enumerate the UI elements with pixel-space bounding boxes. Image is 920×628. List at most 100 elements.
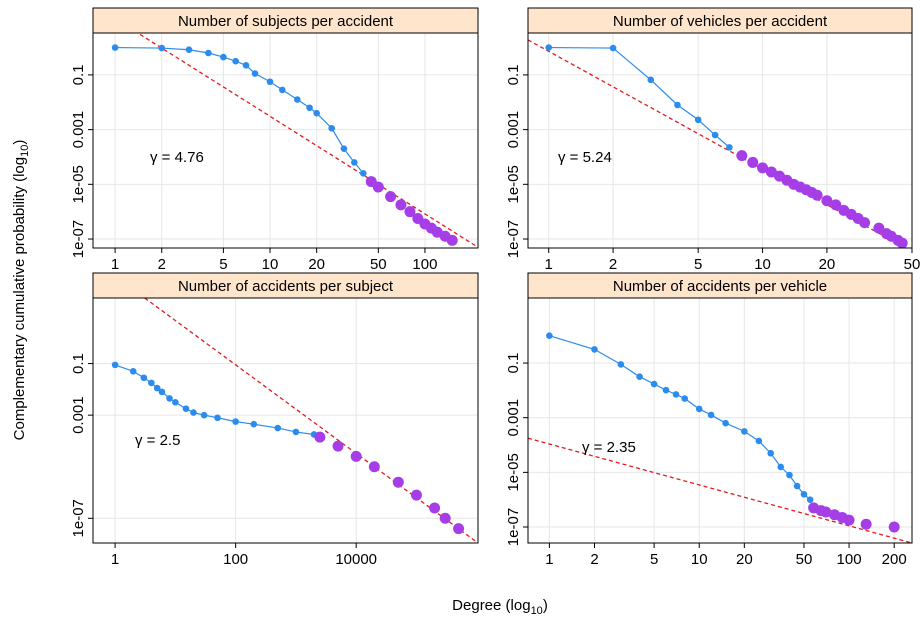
- x-tick-label: 10000: [335, 551, 377, 568]
- y-tick-label: 1e-05: [70, 165, 87, 203]
- fit-line: [144, 298, 478, 543]
- data-point: [609, 44, 617, 52]
- x-label-text: Degree (log: [452, 597, 530, 614]
- data-point: [313, 109, 320, 117]
- data-point: [232, 418, 239, 425]
- plot-area: [111, 33, 478, 248]
- x-tick-label: 50: [370, 256, 387, 273]
- y-label-subscript: 10: [19, 145, 31, 157]
- x-tick-label: 5: [219, 256, 227, 273]
- panel: Number of subjects per accident 1 2 5 10 20 50…: [70, 7, 479, 273]
- data-point: [172, 398, 179, 406]
- series-line: [548, 46, 730, 148]
- x-tick-label: 20: [308, 256, 325, 273]
- x-tick-label: 50: [904, 256, 920, 273]
- data-point: [292, 428, 300, 436]
- x-tick-label: 1: [111, 551, 119, 568]
- data-point: [453, 523, 465, 535]
- data-point: [741, 428, 748, 435]
- data-point: [755, 437, 763, 445]
- panel-frame: [527, 32, 913, 249]
- data-point: [545, 44, 553, 51]
- data-point: [747, 156, 759, 168]
- data-point: [726, 144, 733, 151]
- data-point: [278, 86, 286, 94]
- y-tick-label: 0.001: [505, 111, 522, 149]
- data-point: [111, 361, 119, 369]
- y-tick-label: 1e-07: [70, 220, 87, 258]
- y-tick-label: 1e-07: [505, 508, 522, 546]
- panel-title: Number of accidents per subject: [178, 278, 394, 295]
- y-tick-label: 0.001: [70, 111, 87, 149]
- y-tick-label: 0.001: [70, 396, 87, 434]
- data-point: [859, 217, 871, 229]
- y-tick-label: 0.1: [505, 64, 522, 85]
- panel: Number of accidents per subject 1 100 10000…: [70, 272, 479, 568]
- x-tick-label: 1: [545, 256, 553, 273]
- data-point: [722, 419, 729, 427]
- data-point: [843, 514, 855, 526]
- data-point: [821, 195, 833, 207]
- fit-line: [139, 33, 478, 248]
- data-point: [190, 409, 197, 416]
- data-point: [214, 414, 221, 422]
- data-point: [153, 384, 161, 392]
- data-point: [314, 431, 326, 443]
- x-tick-label: 5: [650, 551, 658, 568]
- data-point: [129, 368, 137, 375]
- x-tick-label: 100: [837, 551, 862, 568]
- x-tick-label: 1: [545, 551, 553, 568]
- data-point: [650, 380, 658, 388]
- data-point: [385, 191, 397, 203]
- data-point: [767, 449, 775, 457]
- panel: Number of vehicles per accident 1 2 5 10 20 50…: [505, 7, 920, 273]
- data-point: [830, 199, 842, 211]
- data-point: [410, 489, 422, 501]
- y-tick-label: 1e-05: [505, 165, 522, 203]
- data-point: [372, 181, 384, 193]
- x-tick-label: 5: [694, 256, 702, 273]
- annotation: γ = 2.5: [135, 432, 180, 449]
- x-tick-label: 100: [412, 256, 437, 273]
- data-point: [232, 57, 239, 65]
- data-point: [182, 405, 190, 412]
- data-point: [636, 373, 643, 381]
- data-point: [111, 44, 119, 51]
- data-point: [350, 450, 362, 462]
- y-tick-label: 1e-05: [505, 453, 522, 491]
- annotation: γ = 4.76: [150, 149, 204, 166]
- data-point: [811, 189, 823, 201]
- data-point: [368, 461, 380, 473]
- panel-title: Number of accidents per vehicle: [613, 278, 827, 295]
- plot-area: [528, 332, 912, 543]
- data-point: [736, 150, 748, 162]
- data-point: [806, 496, 814, 503]
- data-point: [274, 424, 282, 432]
- x-tick-label: 2: [158, 256, 166, 273]
- data-point: [681, 395, 689, 402]
- x-tick-label: 2: [609, 256, 617, 273]
- x-tick-label: 2: [590, 551, 598, 568]
- data-point: [166, 395, 173, 402]
- x-tick-label: 1: [111, 256, 119, 273]
- data-point: [328, 124, 335, 132]
- panel-frame: [527, 297, 913, 544]
- data-point: [873, 222, 885, 234]
- x-tick-label: 20: [736, 551, 753, 568]
- panel-frame: [92, 32, 479, 249]
- annotation: γ = 2.35: [582, 439, 636, 456]
- x-tick-label: 10: [754, 256, 771, 273]
- y-tick-label: 0.1: [70, 353, 87, 374]
- panel: Number of accidents per vehicle 1 2 5 10 20 50…: [505, 272, 913, 568]
- panel-strip: [527, 272, 913, 299]
- data-point: [820, 506, 832, 518]
- data-point: [546, 332, 553, 340]
- data-point: [306, 104, 313, 112]
- y-label-text: Complementary cumulative probability (lo…: [11, 157, 28, 440]
- x-tick-label: 10: [262, 256, 279, 273]
- data-point: [446, 234, 458, 246]
- panel-frame: [92, 297, 479, 544]
- panel-title: Number of subjects per accident: [178, 13, 394, 30]
- y-tick-label: 0.001: [505, 399, 522, 437]
- data-point: [777, 463, 785, 471]
